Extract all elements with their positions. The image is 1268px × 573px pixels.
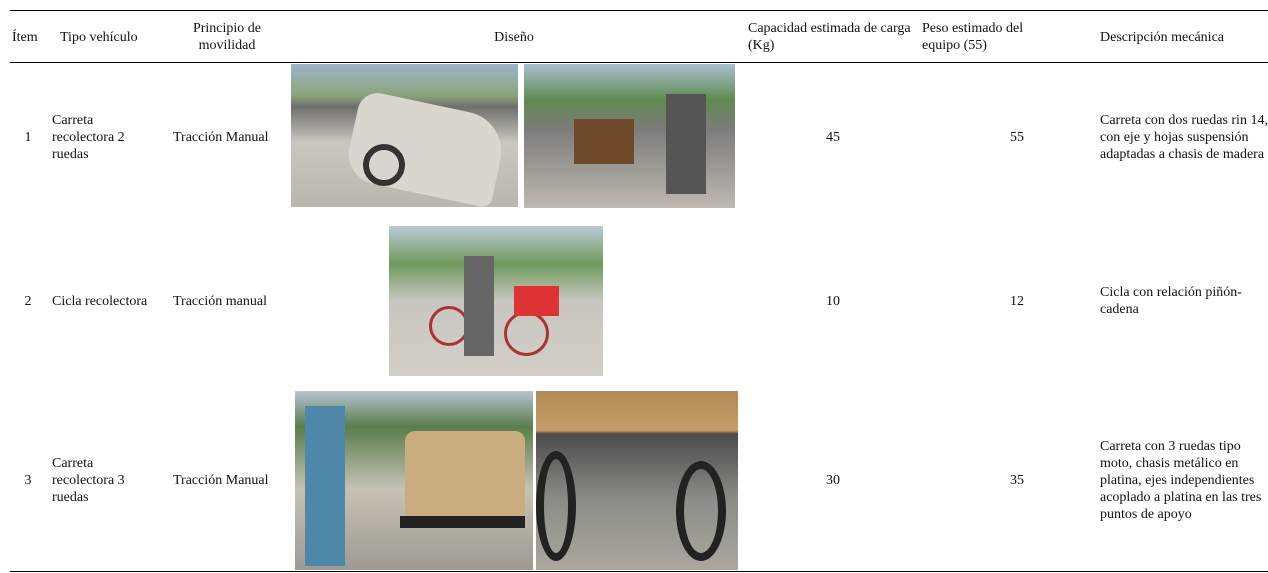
table-cell: Carreta con dos ruedas rin 14, con eje y…: [1100, 112, 1268, 162]
table-cell: 1: [24, 129, 32, 145]
header-rule: [10, 62, 1268, 63]
photo: [536, 391, 738, 570]
table-cell: 3: [24, 473, 32, 488]
table-cell: Cicla recolectora: [52, 293, 148, 309]
table-cell: 2: [24, 293, 32, 309]
table-cell: Tracción Manual: [173, 129, 269, 145]
table-cell: Tracción manual: [173, 293, 267, 309]
header-cell: Tipo vehículo: [60, 29, 138, 45]
table-cell: Carreta recolectora 3 ruedas: [52, 456, 125, 505]
photo: [389, 226, 603, 376]
header-cell: Ítem: [12, 29, 38, 45]
photo: [524, 64, 735, 208]
table-cell: 30: [826, 473, 840, 488]
table-cell: 35: [1010, 473, 1024, 488]
table-cell: Carreta recolectora 2 ruedas: [52, 112, 125, 162]
table-cell: Tracción Manual: [173, 473, 269, 488]
table-cell: 10: [826, 293, 840, 309]
table-cell: 45: [826, 129, 840, 145]
header-cell: Diseño: [494, 29, 534, 45]
photo: [291, 64, 518, 207]
header-cell: Descripción mecánica: [1100, 29, 1224, 45]
header-cell: Peso estimado del equipo (55): [922, 21, 1024, 53]
header-cell: Capacidad estimada de carga (Kg): [748, 21, 911, 53]
table-cell: 55: [1010, 129, 1024, 145]
top-rule: [10, 10, 1268, 11]
photo: [295, 391, 533, 570]
header-cell: Principio de movilidad: [192, 21, 262, 53]
table-cell: Carreta con 3 ruedas tipo moto, chasis m…: [1100, 439, 1262, 522]
bottom-rule: [10, 571, 1268, 572]
table-cell: Cicla con relación piñón-cadena: [1100, 285, 1242, 317]
table-cell: 12: [1010, 293, 1024, 309]
